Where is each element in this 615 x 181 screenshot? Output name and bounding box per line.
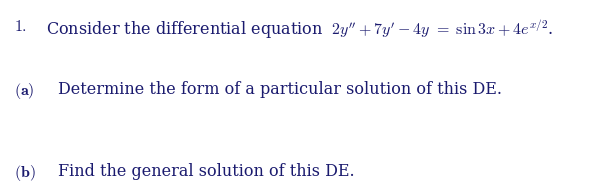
Text: Find the general solution of this DE.: Find the general solution of this DE. <box>58 163 355 180</box>
Text: $\mathbf{(a)}$: $\mathbf{(a)}$ <box>14 81 34 101</box>
Text: Consider the differential equation  $2y'' + 7y' - 4y \ = \ \sin 3x + 4e^{x/2}$.: Consider the differential equation $2y''… <box>46 18 554 41</box>
Text: $\mathbf{1.}$: $\mathbf{1.}$ <box>14 18 26 35</box>
Text: $\mathbf{(b)}$: $\mathbf{(b)}$ <box>14 163 35 181</box>
Text: Determine the form of a particular solution of this DE.: Determine the form of a particular solut… <box>58 81 502 98</box>
